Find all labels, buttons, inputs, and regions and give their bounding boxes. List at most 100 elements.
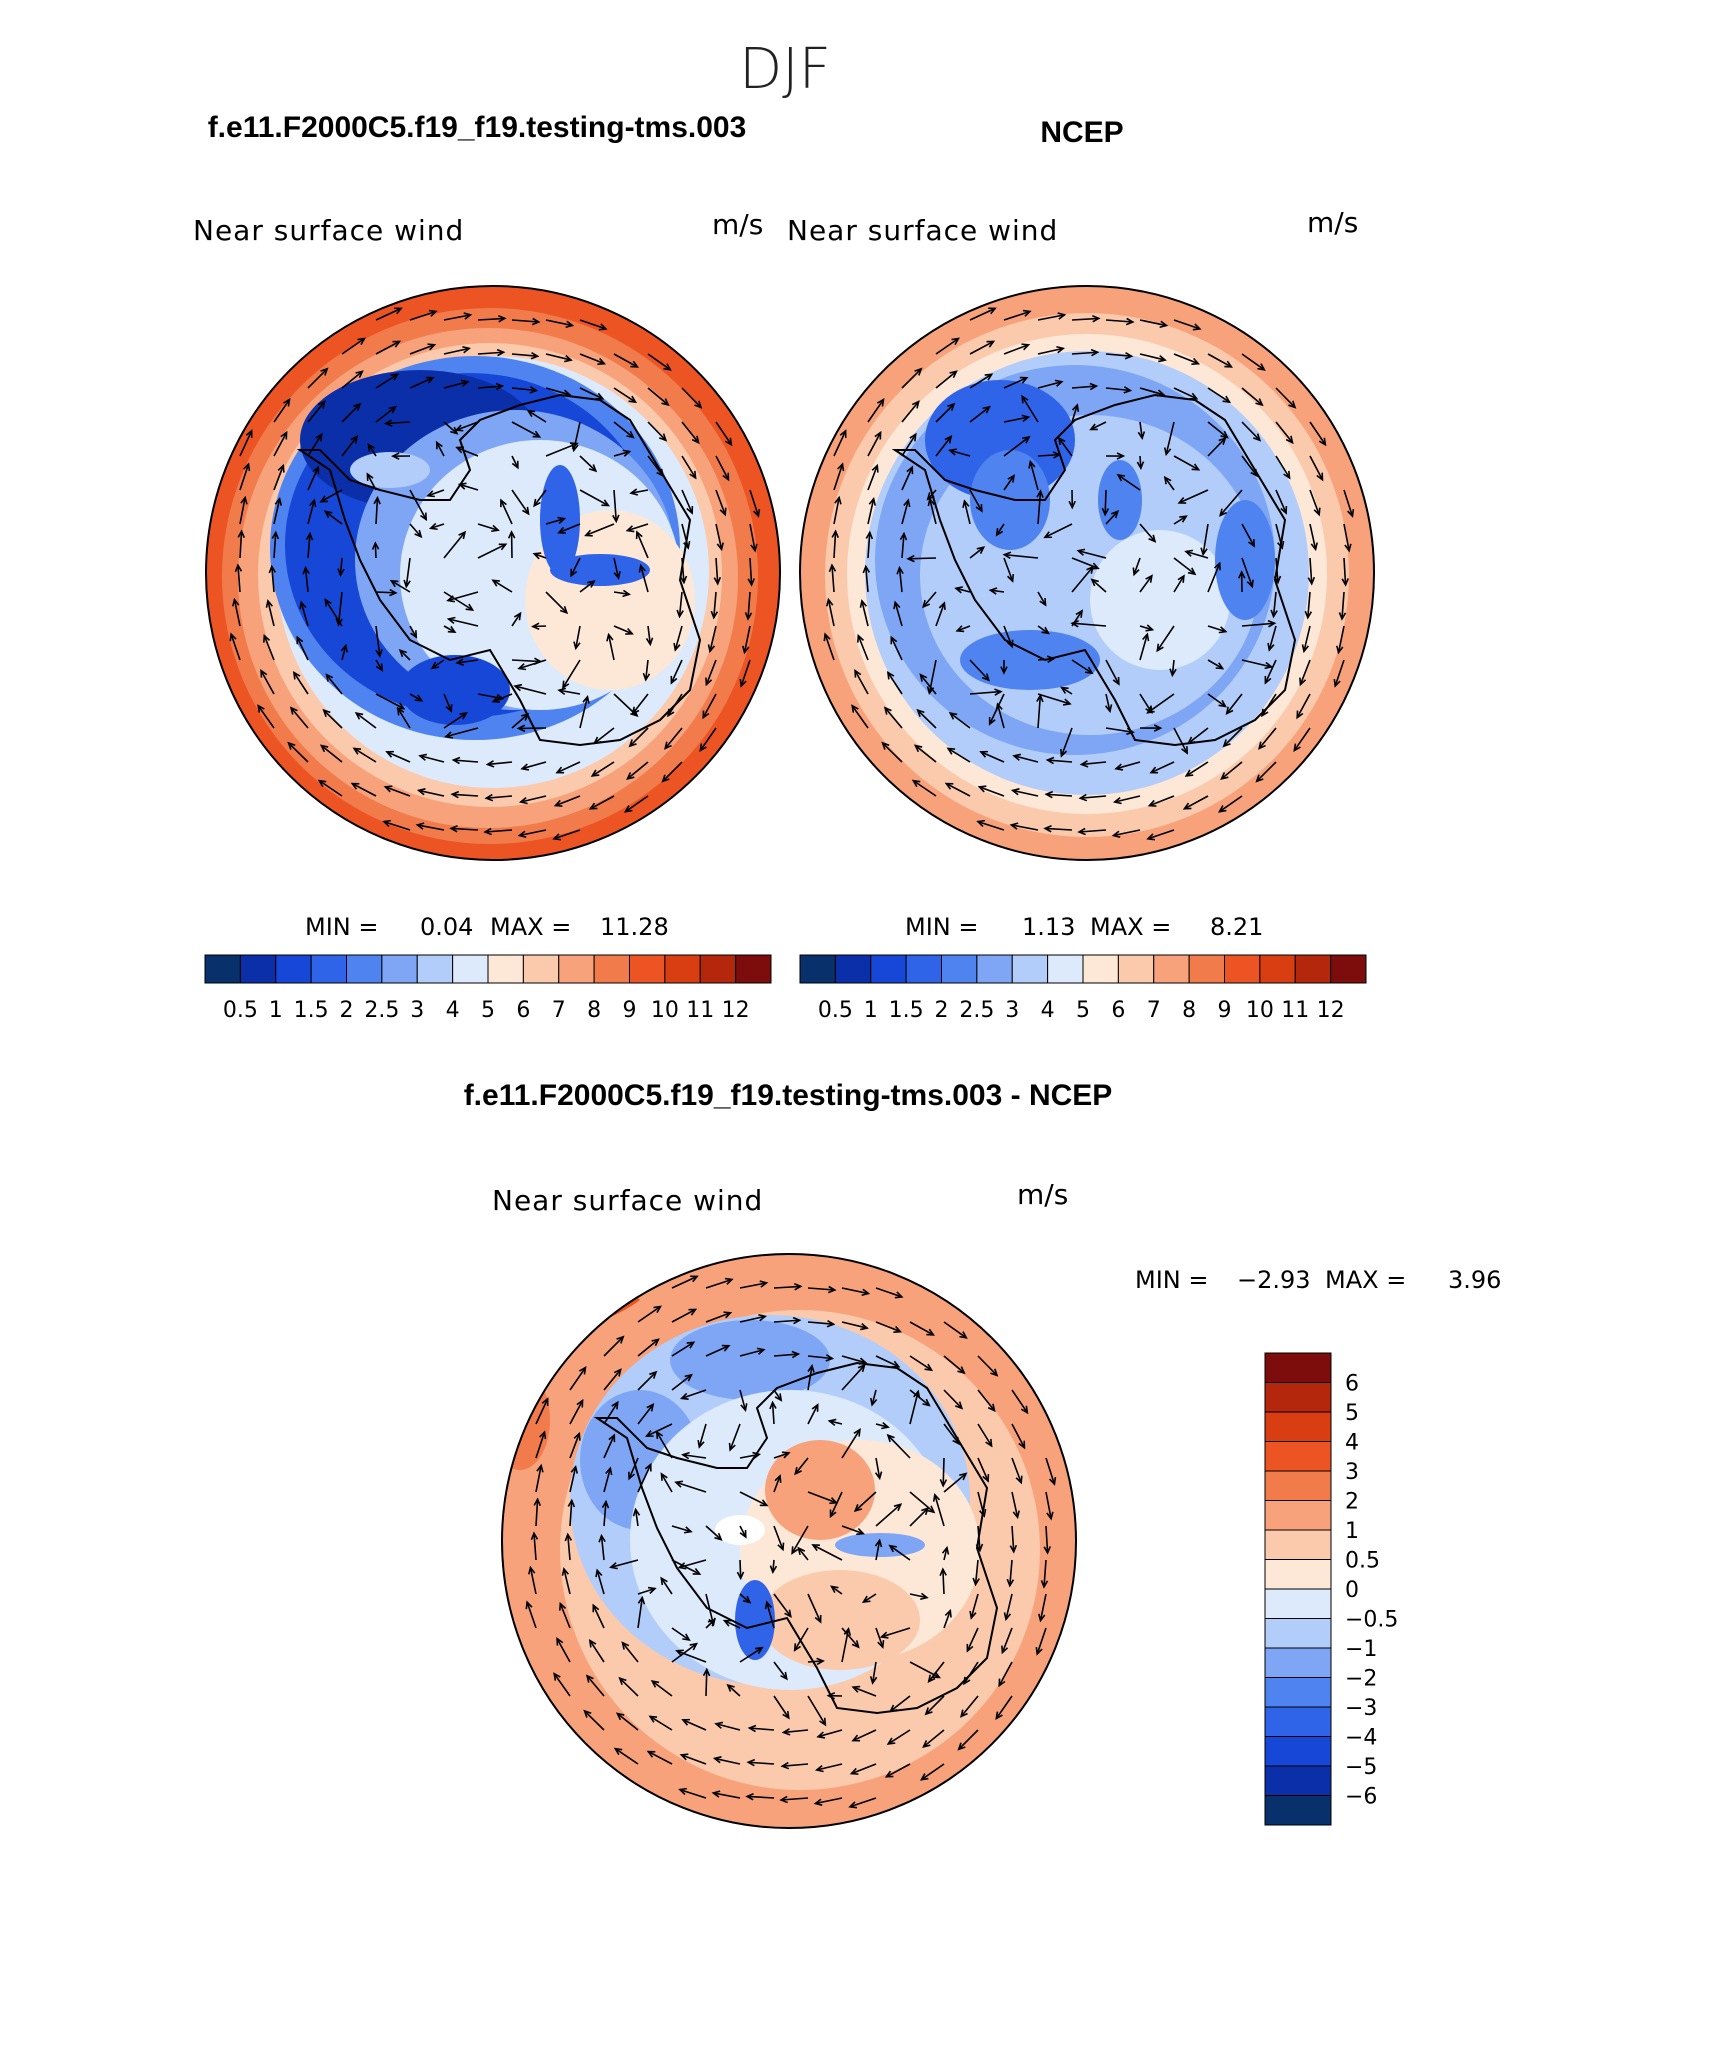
colorbar-difference-tick-label: 4 [1345,1431,1359,1456]
wind-vector [585,523,615,537]
wind-vector-head [724,1277,734,1285]
wind-vector [375,406,396,423]
wind-vector [963,500,971,525]
wind-vector [296,636,309,661]
wind-vector [430,523,445,530]
wind-vector [535,1499,539,1527]
wind-vector-head [592,1603,600,1613]
wind-vector [739,1647,763,1663]
wind-vector-head [389,579,399,588]
wind-vector-head [1076,548,1086,556]
wind-vector [671,1275,698,1289]
wind-vector-head [390,373,400,381]
wind-vector [637,1404,654,1425]
wind-vector-head [932,1671,941,1679]
wind-vector-head [1046,1511,1054,1521]
wind-vector [1011,1525,1015,1552]
panel-a-max-label: MAX = [490,913,571,941]
wind-vector-head [555,766,565,774]
wind-vector-head [1010,788,1020,796]
wind-vector-head [1218,436,1227,446]
wind-vector [709,625,717,652]
wind-vector-head [557,687,567,696]
wind-vector [1037,693,1071,705]
wind-vector-head [396,706,405,716]
colorbar-ncep-swatch [1153,954,1190,984]
wind-vector [553,829,581,840]
wind-vector [664,727,683,750]
wind-vector [773,1319,800,1323]
wind-vector [1309,421,1327,446]
wind-vector-head [927,497,935,507]
wind-vector [1139,319,1167,327]
wind-vector [1058,437,1073,457]
wind-vector [935,436,952,457]
wind-vector-head [675,1649,684,1657]
wind-vector-head [598,1533,606,1543]
wind-vector [929,498,937,525]
wind-vector [724,1619,741,1629]
wind-vector [827,599,835,627]
wind-vector-head [894,1291,904,1299]
wind-vector [943,1472,967,1493]
wind-vector-head [570,568,578,578]
wind-vector-head [373,495,381,505]
wind-vector-head [1217,805,1227,813]
wind-vector-head [1252,433,1262,442]
wind-vector-head [670,675,678,685]
wind-vector-head [793,1643,801,1652]
wind-vector-head [403,579,411,589]
wind-vector-head [881,1422,890,1430]
colorbar-difference-tick-label: −5 [1345,1755,1377,1780]
wind-vector-head [484,793,494,802]
wind-vector [579,319,607,330]
wind-vector [1114,795,1141,803]
wind-vector [610,1559,639,1569]
wind-vector [239,531,243,559]
wind-vector [553,1673,571,1697]
wind-vector-head [1036,489,1044,498]
colorbar-model-swatch [487,954,524,984]
wind-vector-head [853,1504,863,1513]
wind-vector [589,1640,605,1663]
wind-vector-head [1145,574,1153,583]
wind-vector-head [1043,825,1052,833]
wind-vector [1207,659,1224,670]
wind-vector [239,497,246,525]
wind-vector [535,1465,542,1493]
colorbar-model-tick-label: 9 [623,998,637,1023]
wind-vector-head [355,370,364,379]
wind-vector-head [414,694,424,702]
wind-vector-head [957,1366,966,1375]
map-b-border [799,285,1375,861]
wind-vector-head [919,1773,929,1781]
wind-vector-head [1333,678,1341,688]
wind-vector [456,446,479,457]
wind-vector [977,1491,985,1517]
wind-vector [681,1389,707,1400]
wind-vector [881,1627,911,1638]
wind-vector [583,1710,605,1731]
wind-vector-head [746,1758,756,1767]
wind-vector [511,489,530,515]
wind-vector-head [1089,382,1099,391]
wind-vector [1037,625,1049,634]
wind-vector-head [677,1562,687,1570]
wind-vector [1303,625,1311,652]
wind-vector-head [323,510,333,519]
wind-vector-head [1222,739,1231,748]
wind-vector [409,377,434,389]
wind-vector-head [686,506,694,515]
wind-vector-head [962,499,970,509]
wind-vector-head [779,1795,788,1804]
wind-vector-head [673,642,681,652]
wind-vector-head [839,429,847,438]
wind-vector-head [711,1790,721,1798]
wind-vector [807,1593,822,1623]
wind-vector-head [622,589,632,598]
wind-vector [375,373,399,389]
wind-vector [782,1763,809,1767]
wind-vector [556,1638,571,1663]
wind-vector [969,406,990,423]
wind-vector-head [1184,549,1193,557]
